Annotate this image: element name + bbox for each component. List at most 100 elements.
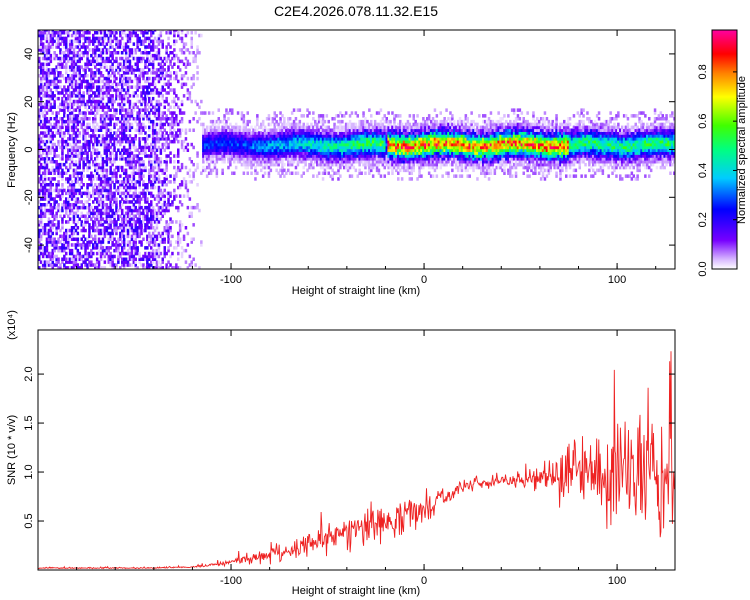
spectrogram-cell	[167, 194, 170, 198]
spectrogram-cell	[300, 142, 303, 147]
spectrogram-cell	[325, 148, 329, 152]
spectrogram-cell	[177, 151, 180, 155]
spectrogram-cell	[287, 119, 290, 124]
spectrogram-cell	[165, 59, 168, 64]
spectrogram-cell	[265, 134, 269, 138]
spectrogram-cell	[38, 33, 41, 38]
spectrogram-cell	[128, 151, 132, 155]
spectrogram-cell	[115, 117, 118, 121]
spectrogram-cell	[148, 51, 151, 55]
spectrogram-cell	[109, 33, 112, 38]
spectrogram-cell	[67, 203, 70, 207]
spectrogram-cell	[67, 128, 70, 132]
spectrogram-cell	[163, 148, 166, 152]
spectrogram-cell	[281, 151, 284, 155]
spectrogram-cell	[312, 111, 315, 115]
spectrogram-cell	[63, 114, 66, 118]
spectrogram-cell	[279, 125, 282, 130]
spectrogram-cell	[72, 71, 76, 75]
spectrogram-cell	[63, 203, 66, 207]
spectrogram-cell	[296, 157, 300, 161]
spectrogram-cell	[113, 99, 116, 104]
spectrogram-cell	[121, 128, 124, 132]
spectrogram-cell	[335, 114, 338, 118]
spectrogram-cell	[136, 76, 139, 81]
spectrogram-cell	[288, 145, 292, 150]
spectrogram-cell	[331, 148, 334, 152]
spectrogram-cell	[155, 91, 159, 95]
spectrogram-cell	[186, 231, 190, 236]
spectrogram-cell	[144, 59, 147, 64]
spectrogram-cell	[103, 59, 107, 64]
spectrogram-cell	[97, 174, 101, 178]
spectrogram-cell	[68, 177, 72, 181]
spectrogram-cell	[105, 171, 109, 175]
spectrogram-cell	[246, 171, 249, 175]
spectrogram-cell	[269, 139, 273, 144]
spectrogram-cell	[153, 139, 157, 144]
spectrogram-cell	[117, 257, 120, 261]
spectrogram-cell	[72, 260, 76, 264]
spectrogram-cell	[82, 96, 85, 101]
spectrogram-cell	[51, 160, 54, 164]
spectrogram-cell	[202, 165, 205, 170]
spectrogram-cell	[61, 65, 64, 69]
spectrogram-cell	[238, 134, 242, 138]
spectrogram-cell	[258, 139, 261, 144]
spectrogram-cell	[109, 183, 112, 187]
spectrogram-cell	[99, 251, 103, 256]
spectrogram-cell	[175, 74, 178, 78]
spectrogram-cell	[122, 131, 126, 135]
spectrogram-cell	[99, 223, 103, 227]
spectrogram-cell	[283, 151, 286, 155]
spectrogram-cell	[86, 151, 89, 155]
spectrogram-cell	[130, 251, 134, 256]
spectrogram-cell	[238, 145, 242, 150]
spectrogram-cell	[72, 226, 76, 230]
spectrogram-cell	[45, 231, 49, 236]
spectrogram-cell	[47, 125, 51, 130]
spectrogram-cell	[157, 248, 161, 253]
spectrogram-cell	[97, 42, 101, 46]
spectrogram-cell	[59, 79, 62, 84]
spectrogram-cell	[175, 76, 178, 81]
spectrogram-cell	[130, 71, 134, 75]
spectrogram-cell	[269, 122, 273, 127]
spectrogram-cell	[142, 108, 145, 112]
spectrogram-cell	[65, 177, 68, 181]
spectrogram-cell	[167, 42, 170, 46]
spectrogram-cell	[59, 197, 62, 201]
spectrogram-cell	[144, 205, 147, 210]
spectrogram-cell	[45, 71, 49, 75]
spectrogram-cell	[99, 79, 103, 84]
spectrogram-cell	[240, 142, 244, 147]
figure-title: C2E4.2026.078.11.32.E15	[274, 3, 438, 19]
spectrogram-cell	[146, 45, 149, 49]
spectrogram-cell	[99, 188, 103, 193]
spectrogram-cell	[296, 128, 300, 132]
spectrogram-cell	[128, 214, 132, 218]
spectrogram-cell	[45, 102, 49, 107]
spectrogram-cell	[240, 148, 244, 152]
spectrogram-cell	[111, 208, 114, 213]
spectrogram-cell	[107, 56, 110, 61]
spectrogram-cell	[128, 185, 132, 190]
spectrogram-cell	[115, 96, 118, 101]
spectrogram-cell	[51, 243, 54, 247]
spectrogram-cell	[101, 91, 105, 95]
spectrogram-cell	[70, 82, 74, 87]
spectrogram-cell	[175, 154, 178, 158]
spectrogram-cell	[165, 228, 168, 233]
spectrogram-cell	[130, 31, 134, 35]
spectrogram-cell	[252, 154, 255, 158]
spectrogram-cell	[86, 108, 89, 112]
spectrogram-cell	[45, 48, 49, 52]
spectrogram-cell	[95, 148, 99, 152]
spectrogram-cell	[97, 128, 101, 132]
spectrogram-cell	[333, 142, 336, 147]
spectrogram-cell	[94, 151, 97, 155]
spectrogram-cell	[246, 131, 249, 135]
spectrogram-cell	[41, 56, 45, 61]
spectrogram-cell	[97, 237, 101, 241]
spectrogram-cell	[61, 260, 64, 264]
